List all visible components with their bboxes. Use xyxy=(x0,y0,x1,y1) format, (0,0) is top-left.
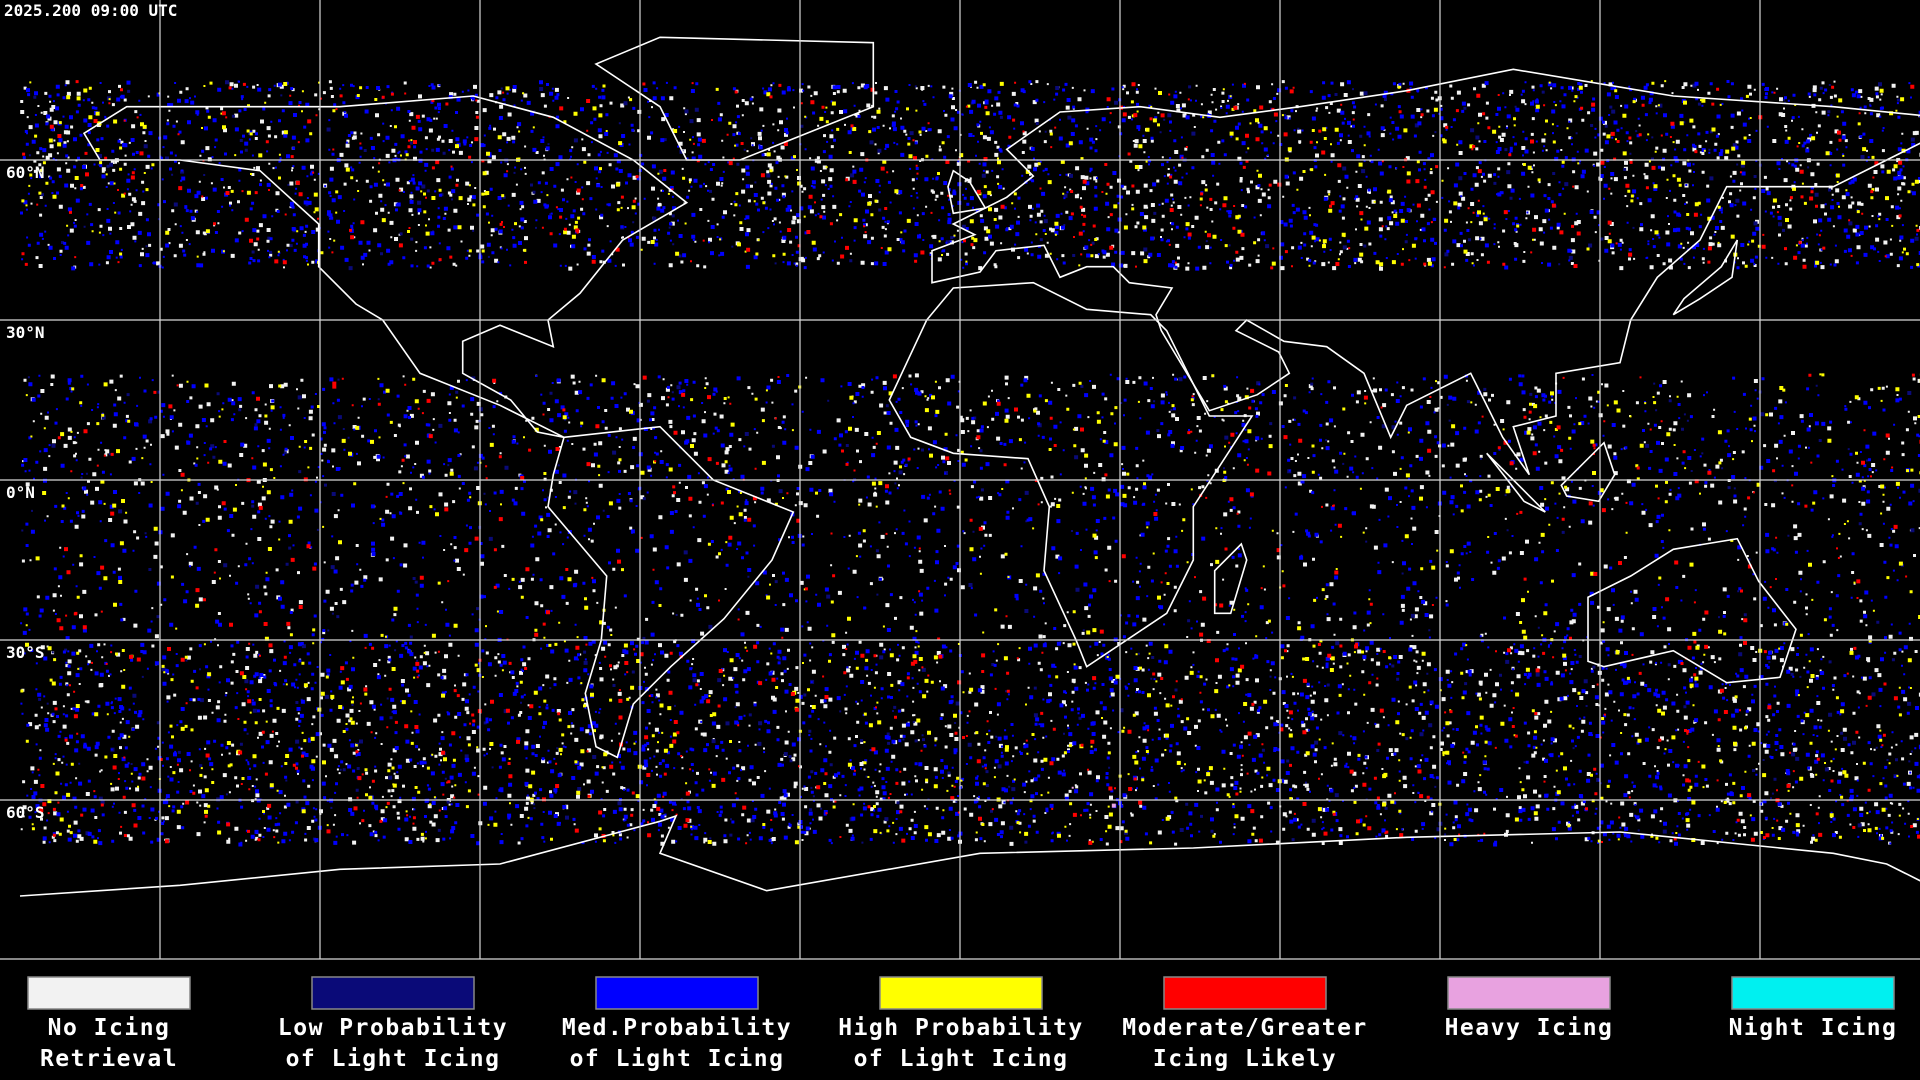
legend-label: No Icing xyxy=(48,1015,171,1041)
legend: No Icing Retrieval Low Probability of Light… xyxy=(27,976,1898,1072)
legend-label: Night Icing xyxy=(1729,1015,1898,1041)
legend-swatch xyxy=(311,976,475,1010)
coastline xyxy=(594,36,875,161)
legend-label: Moderate/Greater xyxy=(1122,1015,1368,1041)
legend-label: of Light Icing xyxy=(286,1046,501,1072)
coastline xyxy=(888,281,1254,668)
coastline xyxy=(547,425,795,759)
legend-label: High Probability xyxy=(838,1015,1084,1041)
latitude-label: 60°S xyxy=(6,803,45,822)
legend-label: Retrieval xyxy=(40,1046,178,1072)
legend-label: Low Probability xyxy=(278,1015,508,1041)
coastline xyxy=(931,68,1920,476)
coastline xyxy=(1587,537,1797,684)
latitude-label: 30°S xyxy=(6,643,45,662)
coastline xyxy=(1486,452,1546,513)
coastline xyxy=(1213,542,1248,615)
coastline xyxy=(82,95,689,439)
legend-swatch xyxy=(1163,976,1327,1010)
coastline xyxy=(19,814,1920,897)
graticule: 60°N 30°N 0°N 30°S 60°S xyxy=(0,0,1920,959)
icing-layer xyxy=(20,80,1920,847)
coastlines xyxy=(19,36,1920,897)
timestamp: 2025.200 09:00 UTC xyxy=(4,1,177,20)
legend-label: Heavy Icing xyxy=(1445,1015,1614,1041)
legend-swatch xyxy=(1447,976,1611,1010)
legend-label: Icing Likely xyxy=(1153,1046,1337,1072)
legend-label: Med.Probability xyxy=(562,1015,792,1041)
legend-swatch xyxy=(27,976,191,1010)
coastline xyxy=(947,169,987,215)
legend-label: of Light Icing xyxy=(854,1046,1069,1072)
coastline xyxy=(1672,239,1739,316)
latitude-label: 60°N xyxy=(6,163,45,182)
coastline xyxy=(1560,441,1616,503)
legend-label: of Light Icing xyxy=(570,1046,785,1072)
icing-pixels xyxy=(20,80,1920,845)
legend-swatch xyxy=(879,976,1043,1010)
latitude-label: 0°N xyxy=(6,483,35,502)
legend-swatch xyxy=(595,976,759,1010)
icing-pixels xyxy=(20,80,1920,846)
latitude-label: 30°N xyxy=(6,323,45,342)
legend-swatch xyxy=(1731,976,1895,1010)
